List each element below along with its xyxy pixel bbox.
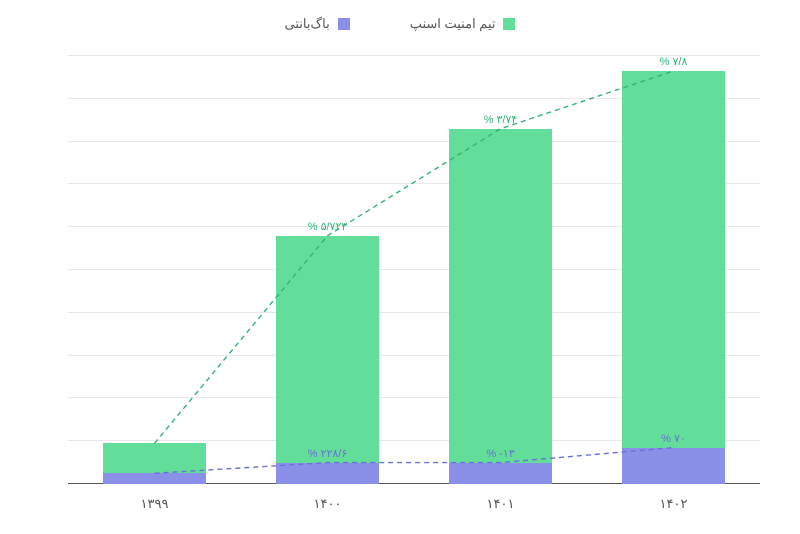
plot-area: % ۲۲۸/۶% ۵/۷۲۳% -۱۳% ۳/۷۴% ۷۰% ۷/۸ <box>68 56 760 484</box>
legend-swatch-top <box>503 18 515 30</box>
legend-label-bottom: باگ‌بانتی <box>285 16 330 32</box>
x-axis-label: ۱۴۰۰ <box>314 496 342 512</box>
trend-lines <box>68 56 760 484</box>
legend-item-series-top: تیم امنیت اسنپ <box>410 16 516 32</box>
trend-line-bottom <box>155 448 674 474</box>
x-axis-label: ۱۴۰۲ <box>660 496 688 512</box>
x-axis-label: ۱۳۹۹ <box>141 496 169 512</box>
legend-swatch-bottom <box>338 18 350 30</box>
legend-item-series-bottom: باگ‌بانتی <box>285 16 350 32</box>
x-axis-label: ۱۴۰۱ <box>487 496 515 512</box>
trend-line-top <box>155 71 674 443</box>
legend-label-top: تیم امنیت اسنپ <box>410 16 496 32</box>
x-axis-labels: ۱۳۹۹ ۱۴۰۰ ۱۴۰۱ ۱۴۰۲ <box>68 496 760 516</box>
legend: تیم امنیت اسنپ باگ‌بانتی <box>0 16 800 32</box>
chart-container: تیم امنیت اسنپ باگ‌بانتی % ۲۲۸/۶% ۵/۷۲۳%… <box>0 0 800 534</box>
